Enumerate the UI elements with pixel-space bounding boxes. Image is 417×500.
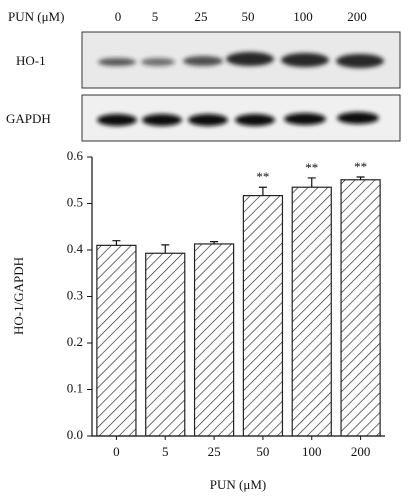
bar [242,194,284,437]
bar [193,243,235,437]
bar [340,179,381,437]
significance-label: ** [256,169,269,184]
y-tick-label: 0.6 [67,148,84,163]
error-bar [258,186,267,196]
blot-bands [97,112,379,126]
x-axis-label: PUN (μM) [210,477,266,492]
y-tick-label: 0.5 [67,194,83,209]
blot-lane-label: 25 [195,9,208,24]
error-bar [161,244,170,254]
blot-row-label: GAPDH [6,111,51,126]
error-bar [210,241,219,244]
x-tick-label: 25 [208,444,221,459]
x-tick-label: 5 [162,444,169,459]
x-tick-label: 50 [256,444,269,459]
error-bar [112,240,121,246]
bar [96,244,137,437]
blot-lane-label: 0 [115,9,122,24]
significance-label: ** [354,159,367,174]
y-tick-label: 0.4 [67,241,84,256]
x-tick-label: 200 [351,444,371,459]
blot-row-label: HO-1 [16,53,46,68]
bar [145,252,186,437]
error-bar [356,176,365,180]
x-tick-label: 100 [302,444,322,459]
x-tick-label: 0 [113,444,120,459]
blot-lane-label: 50 [242,9,255,24]
error-bar [307,177,316,188]
y-axis-label: HO-1/GAPDH [11,257,26,335]
significance-label: ** [305,160,318,175]
blot-lane-label: 200 [347,9,367,24]
blot-lane-label: 5 [152,9,159,24]
blot-lane-label: 100 [293,9,313,24]
blot-header: PUN (μM) [8,9,64,24]
blot-bands [98,52,384,68]
bar [291,186,332,437]
y-tick-label: 0.0 [67,427,83,442]
y-tick-label: 0.3 [67,287,83,302]
blot: PUN (μM) HO-1 GAPDH [6,9,401,142]
y-tick-label: 0.2 [67,334,83,349]
y-tick-label: 0.1 [67,380,83,395]
